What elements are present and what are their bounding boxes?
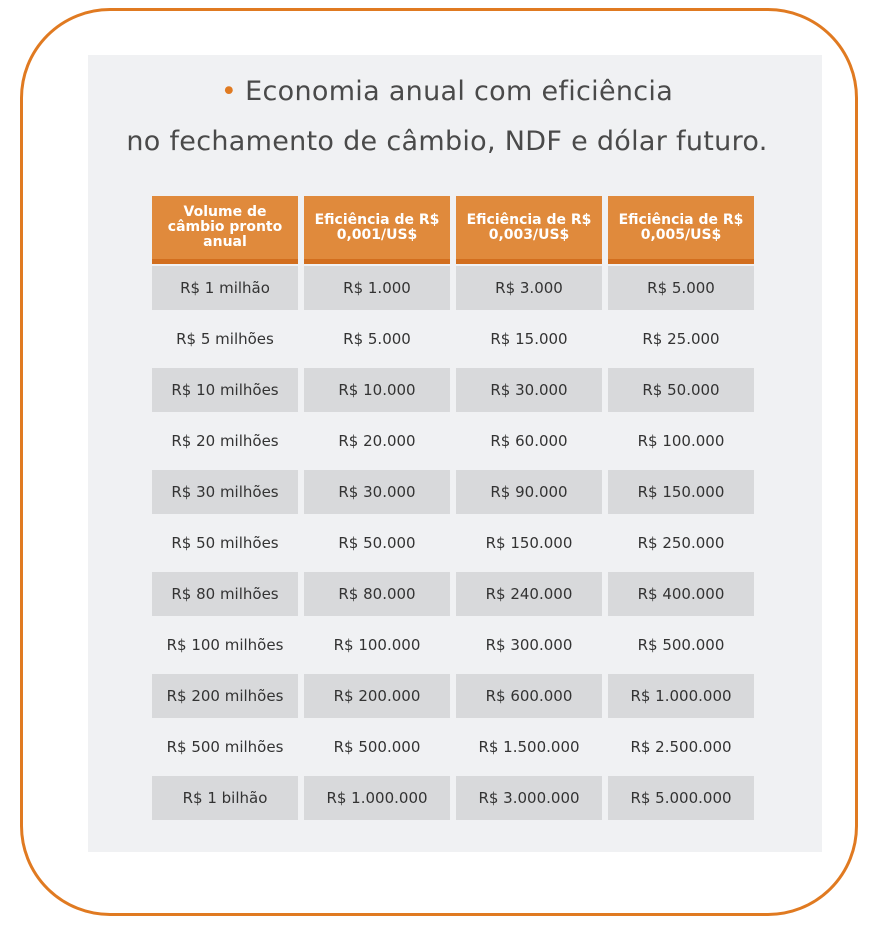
table-row: R$ 200 milhões R$ 200.000 R$ 600.000 R$ 1.0… xyxy=(152,674,754,718)
cell-volume: R$ 100 milhões xyxy=(166,636,284,654)
cell-volume: R$ 10 milhões xyxy=(152,368,298,412)
cell-efficiency-0003: R$ 1.500.000 xyxy=(478,738,580,756)
table-body: R$ 1 milhão R$ 1.000 R$ 3.000 R$ 5.000 R$ 5 … xyxy=(152,266,754,820)
cell-efficiency-0005: R$ 400.000 xyxy=(608,572,754,616)
cell-efficiency-0003: R$ 240.000 xyxy=(456,572,602,616)
cell-volume: R$ 5 milhões xyxy=(176,330,274,348)
cell-volume: R$ 20 milhões xyxy=(171,432,279,450)
table-row: R$ 50 milhões R$ 50.000 R$ 150.000 R$ 250.0… xyxy=(152,521,754,565)
table-row: R$ 500 milhões R$ 500.000 R$ 1.500.000 R$ 2… xyxy=(152,725,754,769)
cell-efficiency-0005: R$ 2.500.000 xyxy=(630,738,732,756)
cell-volume: R$ 1 milhão xyxy=(152,266,298,310)
cell-efficiency-0005: R$ 1.000.000 xyxy=(608,674,754,718)
cell-efficiency-0005: R$ 50.000 xyxy=(608,368,754,412)
cell-efficiency-0001: R$ 80.000 xyxy=(304,572,450,616)
cell-efficiency-0001: R$ 1.000 xyxy=(304,266,450,310)
cell-volume: R$ 30 milhões xyxy=(152,470,298,514)
cell-efficiency-0005: R$ 500.000 xyxy=(637,636,725,654)
cell-volume: R$ 80 milhões xyxy=(152,572,298,616)
table-row: R$ 10 milhões R$ 10.000 R$ 30.000 R$ 50.000 xyxy=(152,368,754,412)
cell-efficiency-0001: R$ 100.000 xyxy=(333,636,421,654)
cell-volume: R$ 1 bilhão xyxy=(152,776,298,820)
cell-efficiency-0003: R$ 600.000 xyxy=(456,674,602,718)
cell-efficiency-0003: R$ 300.000 xyxy=(485,636,573,654)
cell-efficiency-0001: R$ 20.000 xyxy=(338,432,416,450)
cell-volume: R$ 50 milhões xyxy=(171,534,279,552)
header-efficiency-0001: Eficiência de R$ 0,001/US$ xyxy=(304,196,450,264)
cell-efficiency-0001: R$ 30.000 xyxy=(304,470,450,514)
header-efficiency-0003: Eficiência de R$ 0,003/US$ xyxy=(456,196,602,264)
content-panel xyxy=(88,55,822,852)
cell-efficiency-0005: R$ 250.000 xyxy=(637,534,725,552)
cell-efficiency-0001: R$ 200.000 xyxy=(304,674,450,718)
cell-efficiency-0005: R$ 25.000 xyxy=(642,330,720,348)
cell-volume: R$ 200 milhões xyxy=(152,674,298,718)
cell-efficiency-0003: R$ 15.000 xyxy=(490,330,568,348)
cell-efficiency-0003: R$ 60.000 xyxy=(490,432,568,450)
cell-efficiency-0001: R$ 1.000.000 xyxy=(304,776,450,820)
title-line-1: • Economia anual com eficiência xyxy=(0,76,894,107)
cell-efficiency-0001: R$ 500.000 xyxy=(333,738,421,756)
cell-efficiency-0003: R$ 30.000 xyxy=(456,368,602,412)
cell-efficiency-0005: R$ 100.000 xyxy=(637,432,725,450)
table-row: R$ 100 milhões R$ 100.000 R$ 300.000 R$ 500… xyxy=(152,623,754,667)
table-row: R$ 20 milhões R$ 20.000 R$ 60.000 R$ 100.00… xyxy=(152,419,754,463)
title-line-1-text: Economia anual com eficiência xyxy=(245,76,674,107)
cell-efficiency-0001: R$ 50.000 xyxy=(338,534,416,552)
table-row: R$ 1 milhão R$ 1.000 R$ 3.000 R$ 5.000 xyxy=(152,266,754,310)
cell-efficiency-0003: R$ 90.000 xyxy=(456,470,602,514)
cell-efficiency-0005: R$ 150.000 xyxy=(608,470,754,514)
cell-efficiency-0003: R$ 150.000 xyxy=(485,534,573,552)
header-efficiency-0005: Eficiência de R$ 0,005/US$ xyxy=(608,196,754,264)
cell-efficiency-0005: R$ 5.000 xyxy=(608,266,754,310)
savings-table: Volume de câmbio pronto anual Eficiência… xyxy=(152,196,754,820)
table-row: R$ 1 bilhão R$ 1.000.000 R$ 3.000.000 R$ 5.… xyxy=(152,776,754,820)
table-header-row: Volume de câmbio pronto anual Eficiência… xyxy=(152,196,754,264)
table-row: R$ 5 milhões R$ 5.000 R$ 15.000 R$ 25.000 xyxy=(152,317,754,361)
cell-volume: R$ 500 milhões xyxy=(166,738,284,756)
cell-efficiency-0001: R$ 10.000 xyxy=(304,368,450,412)
cell-efficiency-0001: R$ 5.000 xyxy=(343,330,411,348)
cell-efficiency-0005: R$ 5.000.000 xyxy=(608,776,754,820)
header-volume: Volume de câmbio pronto anual xyxy=(152,196,298,264)
table-row: R$ 30 milhões R$ 30.000 R$ 90.000 R$ 150.00… xyxy=(152,470,754,514)
bullet-icon: • xyxy=(220,76,238,107)
cell-efficiency-0003: R$ 3.000 xyxy=(456,266,602,310)
cell-efficiency-0003: R$ 3.000.000 xyxy=(456,776,602,820)
table-row: R$ 80 milhões R$ 80.000 R$ 240.000 R$ 400.0… xyxy=(152,572,754,616)
title-line-2: no fechamento de câmbio, NDF e dólar fut… xyxy=(126,126,768,157)
